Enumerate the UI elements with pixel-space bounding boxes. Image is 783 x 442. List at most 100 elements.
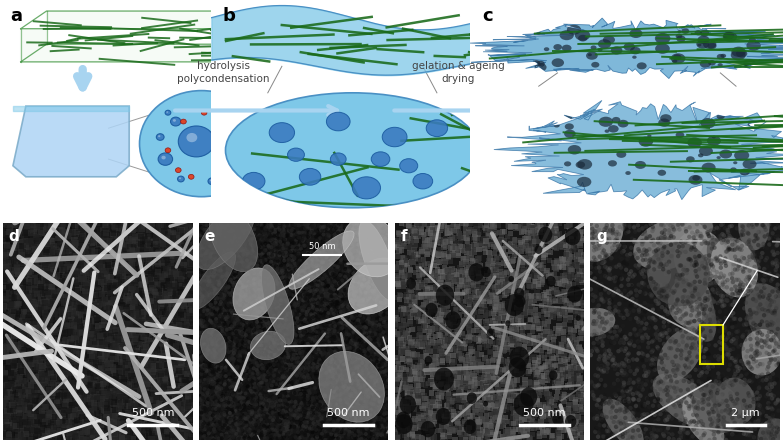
Point <box>662 335 674 342</box>
Point <box>193 359 206 366</box>
Point <box>376 222 388 229</box>
Point <box>339 392 352 400</box>
Point <box>89 382 102 389</box>
Point <box>20 364 32 371</box>
Point <box>319 376 331 383</box>
Point <box>42 409 55 416</box>
Point <box>254 328 267 335</box>
Point <box>0 303 13 310</box>
Point <box>162 230 175 237</box>
Point <box>643 246 655 253</box>
Point <box>493 282 505 290</box>
Point <box>182 220 194 227</box>
Point <box>301 317 313 324</box>
Point <box>376 240 388 247</box>
Point <box>131 297 143 304</box>
Point <box>361 414 373 421</box>
Point <box>750 395 763 402</box>
Point <box>368 377 381 385</box>
Point <box>246 389 258 396</box>
Point <box>508 381 521 388</box>
Point <box>444 385 456 392</box>
Point <box>765 431 778 438</box>
Point <box>370 240 383 248</box>
Point <box>304 419 316 427</box>
Point <box>268 360 280 367</box>
Point <box>258 279 271 286</box>
Point <box>668 226 680 233</box>
Point <box>139 422 151 429</box>
Point <box>324 223 337 230</box>
Point <box>601 266 614 273</box>
Point <box>22 248 34 255</box>
Point <box>345 359 358 366</box>
Point <box>754 301 767 308</box>
Point <box>757 305 770 312</box>
Point <box>21 282 34 290</box>
Point <box>103 313 115 320</box>
Point <box>57 282 70 289</box>
Point <box>85 385 98 392</box>
Point <box>666 431 679 438</box>
Point <box>200 270 212 277</box>
Point <box>290 228 302 235</box>
Point <box>375 387 388 394</box>
Point <box>714 400 727 408</box>
Point <box>221 228 233 235</box>
Point <box>285 404 298 411</box>
Point <box>379 353 392 360</box>
Point <box>623 338 636 345</box>
Point <box>322 377 334 384</box>
Point <box>334 306 347 313</box>
Point <box>433 259 446 266</box>
Point <box>0 283 13 290</box>
Point <box>321 259 334 267</box>
Point <box>197 343 210 350</box>
Point <box>267 292 280 299</box>
Point <box>720 397 733 404</box>
Point <box>354 224 366 231</box>
Point <box>769 225 781 232</box>
Point <box>548 359 561 366</box>
Point <box>396 339 409 346</box>
Point <box>419 293 431 300</box>
Point <box>206 378 218 385</box>
Circle shape <box>686 156 695 162</box>
Point <box>57 370 70 377</box>
Point <box>1 383 13 390</box>
Point <box>164 346 176 353</box>
Point <box>346 401 359 408</box>
Point <box>15 266 27 273</box>
Point <box>305 420 318 427</box>
Point <box>447 391 460 398</box>
Point <box>202 306 215 313</box>
Point <box>239 328 251 335</box>
Point <box>337 350 349 357</box>
Point <box>69 382 81 389</box>
Point <box>312 273 324 280</box>
Point <box>185 248 197 255</box>
Point <box>59 360 71 367</box>
Point <box>204 349 217 356</box>
Point <box>651 343 664 351</box>
Point <box>355 249 368 256</box>
Point <box>90 271 103 278</box>
Point <box>502 426 514 433</box>
Point <box>129 224 142 231</box>
Point <box>696 396 709 403</box>
Point <box>330 352 343 359</box>
Point <box>193 415 206 422</box>
Point <box>276 265 288 272</box>
Point <box>178 373 190 380</box>
Point <box>752 326 764 333</box>
Point <box>171 381 183 388</box>
Point <box>34 240 46 247</box>
Point <box>128 377 140 384</box>
Point <box>243 240 255 247</box>
Point <box>692 291 705 298</box>
Point <box>597 412 610 419</box>
Point <box>364 278 377 285</box>
Point <box>251 316 264 324</box>
Point <box>98 324 110 331</box>
Point <box>311 263 323 270</box>
